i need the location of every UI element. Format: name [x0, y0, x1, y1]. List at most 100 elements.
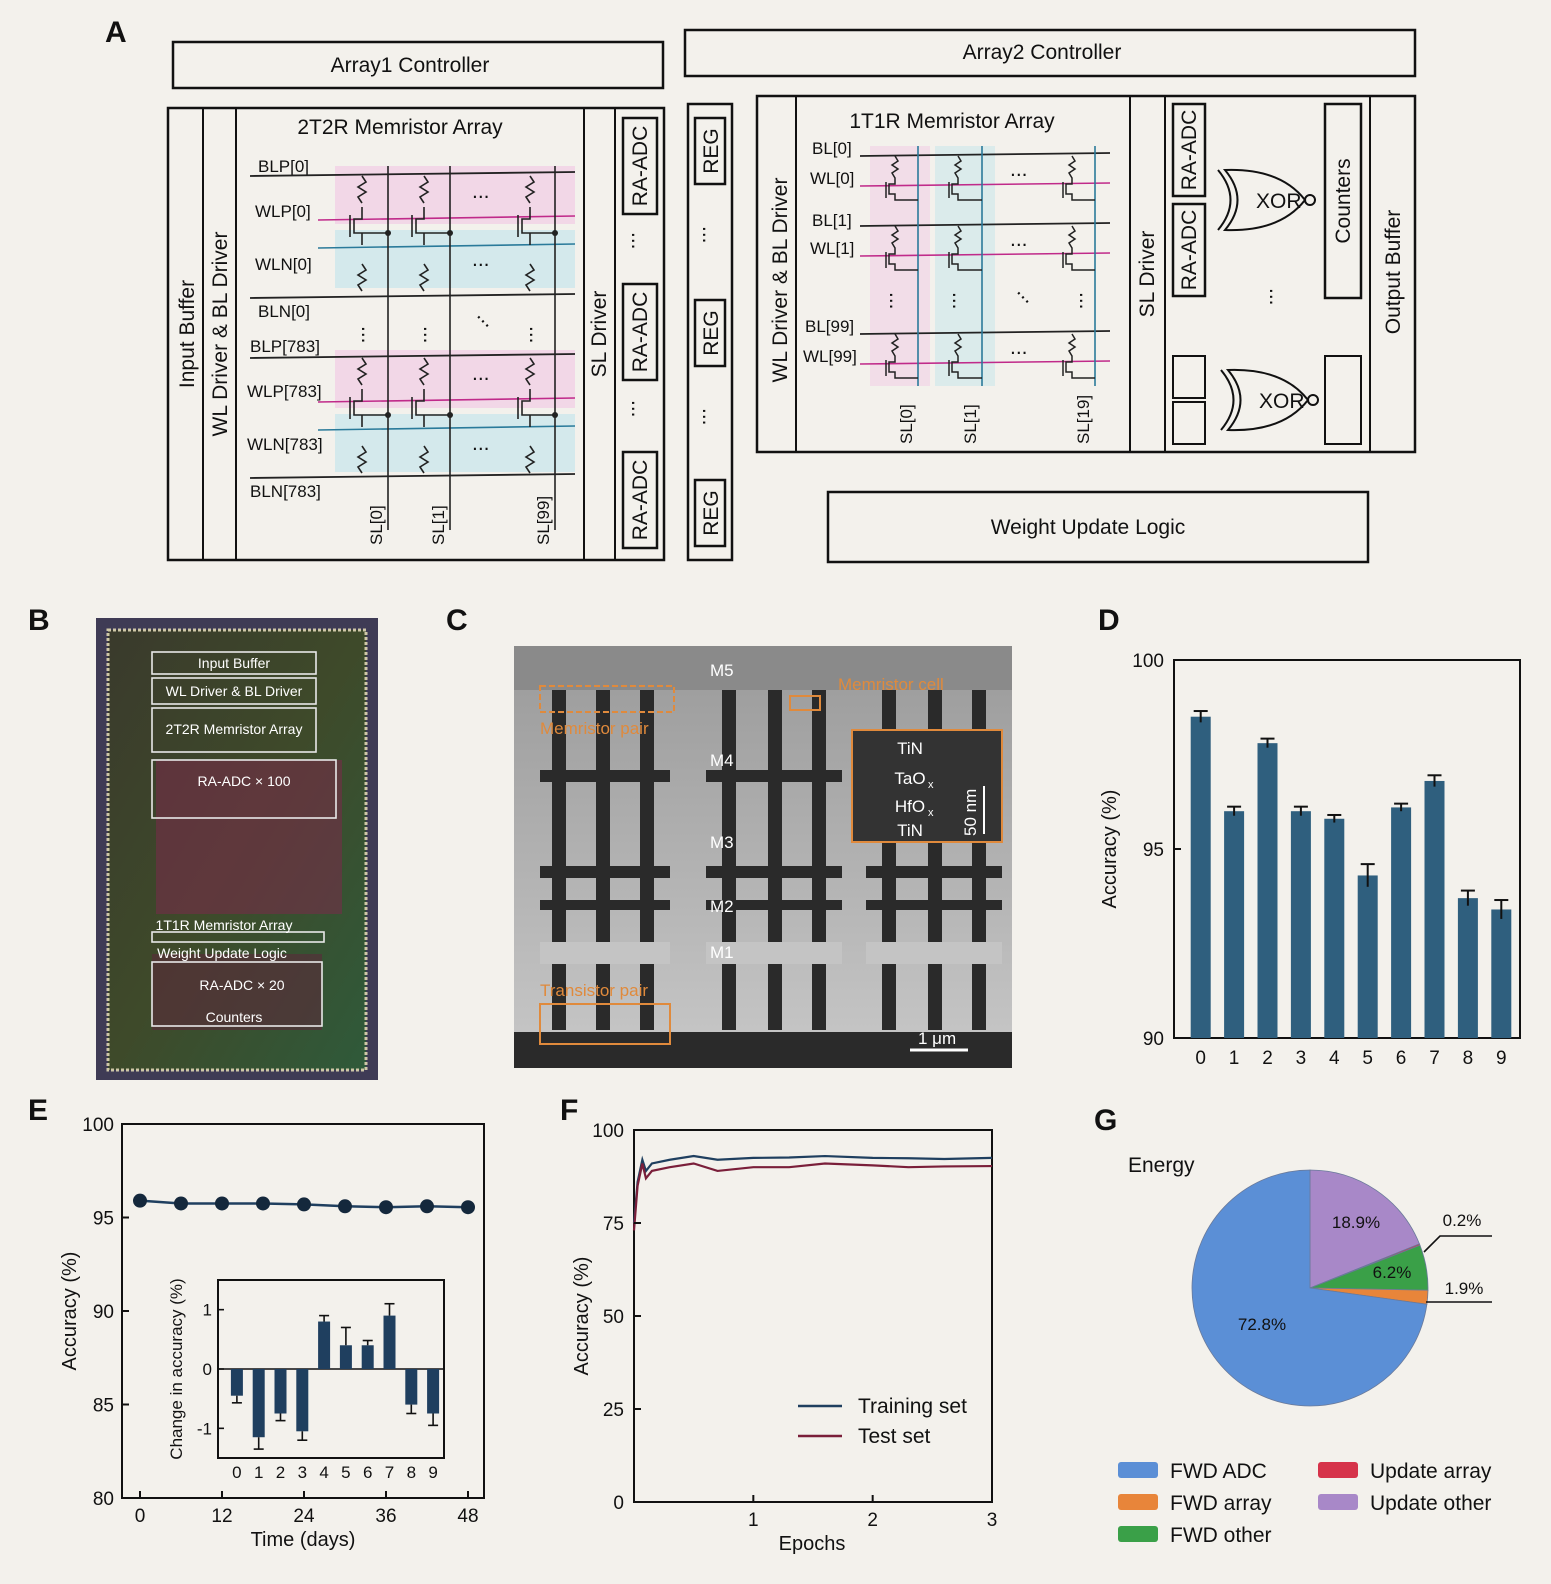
chart-g-title: Energy	[1128, 1154, 1195, 1177]
chart-e-point-36	[379, 1200, 393, 1215]
array2-controller-label: Array2 Controller	[963, 41, 1122, 64]
pie-label-fwd-other: 6.2%	[1373, 1263, 1412, 1282]
ellipsis-adc-2: ...	[627, 400, 650, 418]
ellipsis-1t1r-v2: ...	[948, 292, 971, 310]
chart-d-bar-3	[1290, 805, 1311, 1038]
reg-3: REG	[700, 490, 723, 536]
chart-e-inset-x-tick-8: 8	[407, 1463, 416, 1482]
chart-d-y-tick-95: 95	[1143, 840, 1164, 861]
row-label-bln783: BLN[783]	[250, 482, 321, 501]
ellipsis-reg-2: ...	[698, 408, 721, 426]
chart-d-bars	[1190, 710, 1512, 1038]
chart-f-x-tick-3: 3	[987, 1510, 998, 1531]
chart-e-point-6	[174, 1196, 188, 1211]
legend-g-swatch-update-other	[1318, 1494, 1358, 1510]
chart-f-series	[632, 1154, 993, 1231]
row-label-wln783: WLN[783]	[247, 435, 323, 454]
chart-d-bar-4	[1324, 813, 1345, 1038]
chart-e-y-tick-80: 80	[93, 1489, 114, 1510]
pie-label-fwd-adc: 72.8%	[1238, 1315, 1286, 1334]
panel-letter-b: B	[28, 604, 50, 637]
row-label-bl1: BL[1]	[812, 211, 852, 230]
ellipsis-1t1r-3: ...	[1010, 336, 1028, 359]
chart-g-slice-fwd-adc	[1191, 1169, 1428, 1407]
output-buffer-label: Output Buffer	[1382, 210, 1405, 335]
col-label-sl99: SL[99]	[534, 496, 553, 545]
chart-e-inset-bar-3	[296, 1369, 309, 1441]
row-label-wl0: WL[0]	[810, 169, 854, 188]
array2-block	[755, 94, 1417, 454]
ellipsis-1t1r-2: ...	[1010, 228, 1028, 251]
ellipsis-2t2r-3: ...	[472, 362, 490, 385]
legend-g-swatch-fwd-other	[1118, 1526, 1158, 1542]
chart-d-bar-0	[1190, 710, 1211, 1038]
inset-scale: 50 nm	[961, 789, 980, 836]
legend-g-swatch-fwd-array	[1118, 1494, 1158, 1510]
chart-e-y-ticks: 80 85 90 95 100	[82, 1115, 129, 1510]
chart-d-x-tick-5: 5	[1362, 1048, 1373, 1069]
chart-e-y-tick-95: 95	[93, 1209, 114, 1230]
chip-label-ra-adc-20: RA-ADC × 20	[199, 977, 284, 993]
chart-e-point-48	[461, 1200, 475, 1215]
legend-g-fwd-other: FWD other	[1170, 1524, 1272, 1547]
sem-label-memristor-cell: Memristor cell	[838, 675, 944, 694]
panel-g: G Energy 72.8% 1.9% 6.2% 0.2% 18.9% FWD …	[1094, 1104, 1492, 1547]
chart-f-y-tick-25: 25	[603, 1400, 624, 1421]
inset-layer-hfo: HfO	[895, 797, 925, 816]
ellipsis-2t2r-v3: ...	[525, 326, 548, 344]
weight-update-logic-box	[826, 490, 1370, 564]
ra-adc-4: RA-ADC	[1178, 110, 1201, 191]
inset-layer-tin-bottom: TiN	[897, 821, 923, 840]
ellipsis-2t2r-2: ...	[472, 248, 490, 271]
chart-d-x-tick-8: 8	[1463, 1048, 1474, 1069]
ellipsis-adc-1: ...	[627, 232, 650, 250]
chart-e-inset-x-tick-2: 2	[276, 1463, 285, 1482]
chart-f-line-0	[632, 1154, 993, 1224]
panel-letter-d: D	[1098, 604, 1120, 637]
chart-d-bar-2	[1257, 737, 1278, 1038]
counters-label: Counters	[1332, 158, 1355, 243]
chart-f-x-tick-1: 1	[748, 1510, 759, 1531]
legend-g-update-array: Update array	[1370, 1460, 1492, 1483]
pie-label-update-other: 18.9%	[1332, 1213, 1380, 1232]
ellipsis-2t2r-4: ...	[472, 432, 490, 455]
row-label-blp0: BLP[0]	[258, 157, 309, 176]
sem-inset	[851, 729, 1003, 843]
array1-controller-box	[171, 40, 665, 90]
ellipsis-1t1r-v1: ...	[885, 292, 908, 310]
col-label-sl1: SL[1]	[429, 505, 448, 545]
chip-label-counters: Counters	[206, 1009, 263, 1025]
chart-e-inset-y-ticks: -1 0 1	[197, 1301, 224, 1438]
chart-e-x-ticks: 0 12 24 36 48	[135, 1491, 479, 1527]
panel-f: F 0 25 50 75 100 1 2 3 Accuracy (%) Epochs Tra…	[560, 1094, 997, 1555]
chip-label-weight-update: Weight Update Logic	[157, 945, 287, 961]
chart-d-x-tick-7: 7	[1429, 1048, 1440, 1069]
wl-bl-driver2-label: WL Driver & BL Driver	[769, 178, 792, 383]
col-label-sl0: SL[0]	[367, 505, 386, 545]
array2-controller-box	[683, 28, 1417, 78]
pie-label-fwd-array: 1.9%	[1445, 1279, 1484, 1298]
chart-d-x-tick-2: 2	[1262, 1048, 1273, 1069]
chart-d-bar-9	[1491, 899, 1512, 1038]
chart-d-x-ticks: 0 1 2 3 4 5 6 7 8 9	[1195, 1048, 1506, 1069]
chart-e-y-tick-85: 85	[93, 1396, 114, 1417]
chart-d-bar-7	[1424, 774, 1445, 1038]
chart-e-ylabel: Accuracy (%)	[59, 1252, 81, 1371]
chart-e-point-12	[215, 1196, 229, 1211]
chart-e-inset-x-tick-4: 4	[319, 1463, 328, 1482]
ellipsis-2t2r-v1: ...	[357, 326, 380, 344]
chart-e-inset-bar-4	[318, 1314, 331, 1369]
ellipsis-1t1r-d: ...	[1012, 279, 1041, 308]
chart-d-bar-5	[1357, 863, 1378, 1038]
col-label-sl19-b: SL[19]	[1074, 395, 1093, 444]
sem-label-m2: M2	[710, 897, 734, 916]
chart-e-y-tick-90: 90	[93, 1302, 114, 1323]
ellipsis-2t2r-d: ...	[472, 303, 501, 332]
chip-label-input-buffer: Input Buffer	[198, 655, 270, 671]
chart-e-series	[133, 1193, 475, 1215]
chart-f-y-ticks: 0 25 50 75 100	[592, 1121, 641, 1514]
ellipsis-2t2r-v2: ...	[419, 326, 442, 344]
chip-label-1t1r: 1T1R Memristor Array	[156, 917, 293, 933]
inset-layer-tin-top: TiN	[897, 739, 923, 758]
chart-e-x-tick-48: 48	[457, 1506, 478, 1527]
